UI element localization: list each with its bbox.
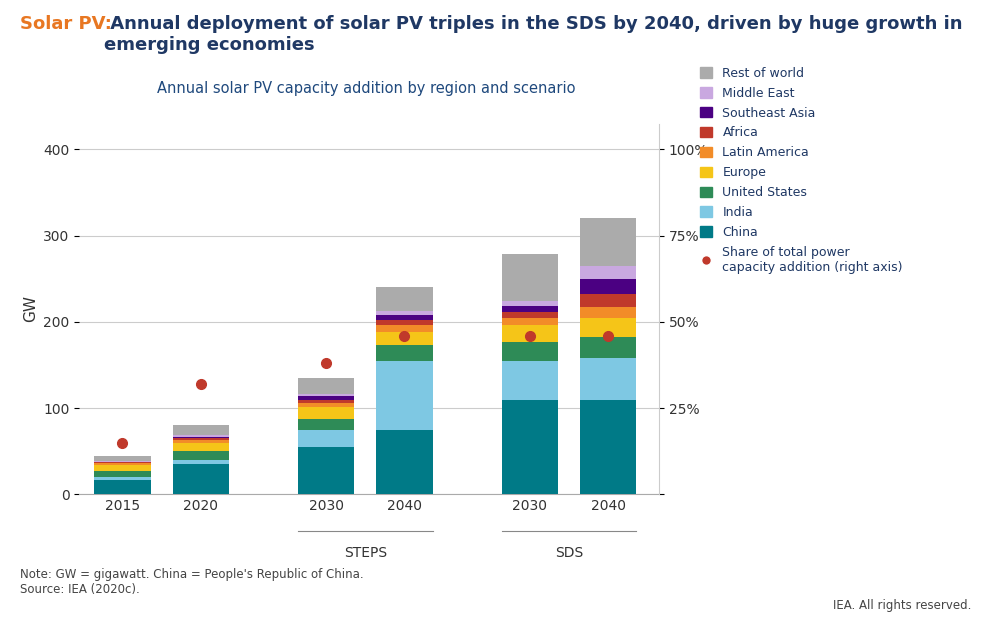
Bar bbox=[377, 311, 433, 315]
Bar bbox=[298, 430, 354, 447]
Bar bbox=[172, 438, 229, 440]
Bar bbox=[298, 396, 354, 400]
Text: Solar PV:: Solar PV: bbox=[20, 15, 112, 33]
Bar bbox=[377, 430, 433, 494]
Legend: Rest of world, Middle East, Southeast Asia, Africa, Latin America, Europe, Unite: Rest of world, Middle East, Southeast As… bbox=[695, 62, 908, 279]
Bar bbox=[172, 435, 229, 437]
Bar bbox=[298, 447, 354, 494]
Bar bbox=[501, 318, 558, 324]
Bar bbox=[377, 287, 433, 311]
Bar bbox=[580, 279, 636, 294]
Bar bbox=[501, 324, 558, 342]
Bar bbox=[377, 345, 433, 361]
Bar bbox=[580, 318, 636, 337]
Text: Annual deployment of solar PV triples in the SDS by 2040, driven by huge growth : Annual deployment of solar PV triples in… bbox=[104, 15, 962, 54]
Bar bbox=[501, 311, 558, 318]
Bar bbox=[94, 455, 151, 461]
Bar bbox=[501, 400, 558, 494]
Bar bbox=[298, 400, 354, 403]
Bar bbox=[377, 320, 433, 326]
Text: Annual solar PV capacity addition by region and scenario: Annual solar PV capacity addition by reg… bbox=[158, 81, 576, 96]
Bar bbox=[580, 218, 636, 266]
Bar bbox=[172, 442, 229, 451]
Bar bbox=[94, 464, 151, 465]
Bar bbox=[94, 462, 151, 464]
Bar bbox=[172, 437, 229, 438]
Bar bbox=[501, 361, 558, 400]
Bar bbox=[580, 266, 636, 279]
Bar bbox=[377, 332, 433, 345]
Bar bbox=[580, 337, 636, 358]
Bar bbox=[580, 307, 636, 318]
Y-axis label: GW: GW bbox=[23, 295, 38, 323]
Bar bbox=[94, 480, 151, 494]
Bar bbox=[501, 305, 558, 311]
Text: SDS: SDS bbox=[555, 546, 583, 561]
Bar bbox=[298, 394, 354, 396]
Bar bbox=[94, 471, 151, 477]
Bar bbox=[501, 301, 558, 305]
Bar bbox=[172, 460, 229, 464]
Bar bbox=[172, 425, 229, 435]
Bar bbox=[580, 400, 636, 494]
Bar bbox=[580, 358, 636, 400]
Bar bbox=[501, 342, 558, 361]
Bar bbox=[94, 465, 151, 471]
Bar bbox=[501, 254, 558, 301]
Bar bbox=[94, 461, 151, 462]
Bar bbox=[298, 407, 354, 418]
Bar bbox=[172, 464, 229, 494]
Bar bbox=[580, 294, 636, 307]
Text: IEA. All rights reserved.: IEA. All rights reserved. bbox=[832, 599, 971, 612]
Bar bbox=[377, 361, 433, 430]
Bar bbox=[298, 418, 354, 430]
Bar bbox=[94, 477, 151, 480]
Bar bbox=[298, 403, 354, 407]
Bar bbox=[377, 315, 433, 320]
Bar bbox=[377, 326, 433, 332]
Bar bbox=[298, 378, 354, 394]
Text: STEPS: STEPS bbox=[344, 546, 386, 561]
Bar bbox=[172, 451, 229, 460]
Text: Note: GW = gigawatt. China = People's Republic of China.
Source: IEA (2020c).: Note: GW = gigawatt. China = People's Re… bbox=[20, 569, 364, 596]
Bar bbox=[172, 440, 229, 442]
